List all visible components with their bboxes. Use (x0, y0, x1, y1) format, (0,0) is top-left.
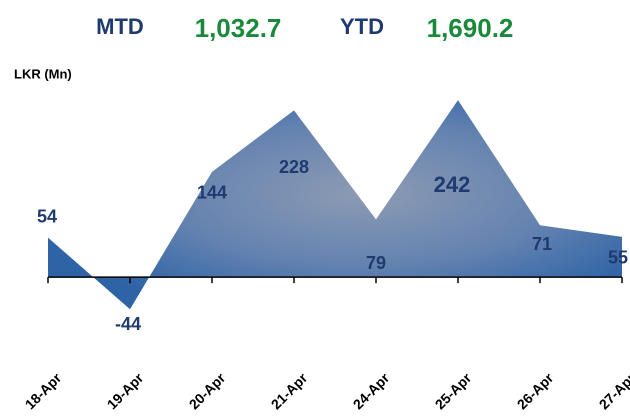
x-tick-label: 20-Apr (186, 369, 229, 412)
data-label: 242 (434, 172, 471, 197)
x-tick-label: 19-Apr (104, 369, 147, 412)
data-label: 228 (279, 157, 309, 177)
data-label: -44 (115, 314, 141, 334)
x-tick-label: 21-Apr (268, 369, 311, 412)
mtd-label: MTD (96, 14, 144, 39)
data-label: 71 (532, 234, 552, 254)
area (48, 100, 622, 310)
data-label: 144 (197, 183, 227, 203)
ytd-value: 1,690.2 (427, 13, 514, 43)
y-axis-label: LKR (Mn) (14, 66, 72, 81)
x-tick-label: 27-Apr (596, 369, 630, 412)
ytd-label: YTD (340, 14, 384, 39)
data-label: 54 (37, 206, 57, 226)
data-label: 55 (608, 248, 628, 268)
x-tick-label: 18-Apr (22, 369, 65, 412)
x-tick-label: 25-Apr (432, 369, 475, 412)
mtd-value: 1,032.7 (195, 13, 282, 43)
data-label: 79 (366, 253, 386, 273)
x-tick-label: 26-Apr (514, 369, 557, 412)
x-tick-label: 24-Apr (350, 369, 393, 412)
